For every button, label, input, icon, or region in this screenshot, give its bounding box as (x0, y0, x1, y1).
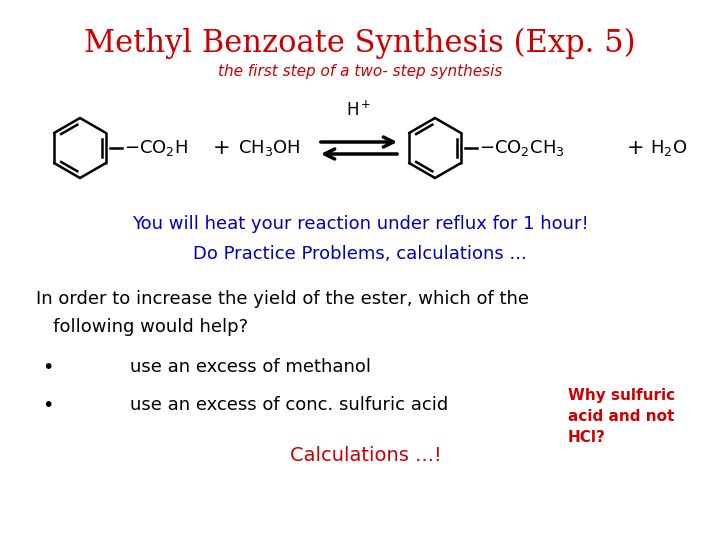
Text: Methyl Benzoate Synthesis (Exp. 5): Methyl Benzoate Synthesis (Exp. 5) (84, 28, 636, 59)
Text: use an excess of conc. sulfuric acid: use an excess of conc. sulfuric acid (130, 396, 449, 414)
Text: $\mathregular{-CO_2CH_3}$: $\mathregular{-CO_2CH_3}$ (479, 138, 564, 158)
Text: •: • (42, 396, 53, 415)
Text: You will heat your reaction under reflux for 1 hour!: You will heat your reaction under reflux… (132, 215, 588, 233)
Text: following would help?: following would help? (36, 318, 248, 336)
Text: use an excess of methanol: use an excess of methanol (130, 358, 371, 376)
Text: •: • (42, 358, 53, 377)
Text: Calculations ...!: Calculations ...! (290, 446, 442, 465)
Text: $\mathregular{H^+}$: $\mathregular{H^+}$ (346, 100, 372, 120)
Text: In order to increase the yield of the ester, which of the: In order to increase the yield of the es… (36, 290, 529, 308)
Text: $\mathregular{CH_3OH}$: $\mathregular{CH_3OH}$ (238, 138, 301, 158)
Text: $\mathregular{-CO_2H}$: $\mathregular{-CO_2H}$ (124, 138, 188, 158)
Text: +: + (627, 138, 645, 158)
Text: Do Practice Problems, calculations ...: Do Practice Problems, calculations ... (193, 245, 527, 263)
Text: +: + (213, 138, 231, 158)
Text: the first step of a two- step synthesis: the first step of a two- step synthesis (218, 64, 502, 79)
Text: Why sulfuric
acid and not
HCl?: Why sulfuric acid and not HCl? (568, 388, 675, 445)
Text: $\mathregular{H_2O}$: $\mathregular{H_2O}$ (650, 138, 688, 158)
